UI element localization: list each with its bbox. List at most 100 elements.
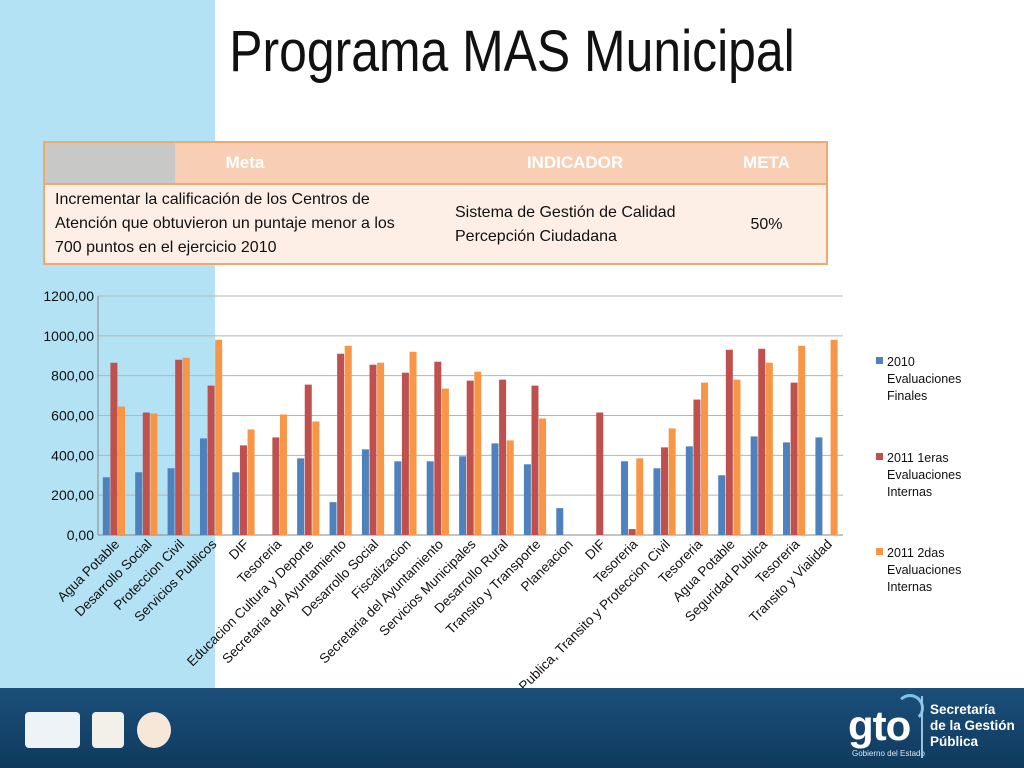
header-indicador: INDICADOR — [526, 153, 624, 172]
bar — [668, 428, 676, 535]
bar — [693, 399, 701, 535]
side-band — [0, 0, 215, 688]
indicador-line: Percepción Ciudadana — [455, 228, 617, 245]
bar — [725, 349, 733, 535]
x-tick-label: DIF — [226, 537, 252, 563]
y-tick-label: 400,00 — [51, 447, 94, 463]
bar — [556, 508, 564, 535]
legend-swatch — [876, 548, 883, 555]
bar — [434, 361, 442, 535]
bar — [474, 371, 482, 535]
bar — [312, 421, 320, 535]
bar — [329, 502, 337, 535]
bar — [377, 362, 385, 535]
bar-chart: 0,00 200,00 400,00 600,00 800,00 1000,00 1200,… — [43, 288, 961, 688]
bar — [506, 440, 514, 535]
bar — [636, 458, 644, 535]
y-tick-label: 1200,00 — [43, 288, 94, 304]
y-tick-label: 0,00 — [67, 527, 94, 543]
bar — [499, 379, 507, 535]
header-meta: Meta — [225, 153, 265, 172]
bar — [426, 461, 434, 535]
cell-meta-text: Incrementar la calificación de los Centr… — [55, 188, 425, 260]
legend-label: Finales — [887, 389, 927, 403]
bar — [765, 362, 773, 535]
secretaria-label: Secretaría de la Gestión Pública — [930, 702, 1015, 750]
bar — [150, 413, 158, 535]
legend-label: 2010 — [887, 355, 915, 369]
bar — [531, 385, 539, 535]
bar — [110, 362, 118, 535]
bar — [459, 456, 467, 535]
y-axis: 0,00 200,00 400,00 600,00 800,00 1000,00 1200,… — [43, 288, 99, 543]
legend-label: Evaluaciones — [887, 372, 961, 386]
header-meta-valor: META — [743, 153, 790, 172]
bar — [239, 445, 247, 535]
hotline-logo — [25, 712, 80, 748]
bar — [369, 364, 377, 535]
bar — [409, 351, 417, 535]
bar — [337, 353, 345, 535]
meta-table: Meta INDICADOR META Incrementar la calif… — [43, 141, 828, 265]
meta-line: 700 puntos en el ejercicio 2010 — [55, 239, 277, 256]
bar — [401, 372, 409, 535]
bar — [279, 414, 287, 535]
gto-subtitle: Gobierno del Estado — [852, 749, 925, 758]
legend-label: Internas — [887, 485, 932, 499]
bar — [102, 477, 110, 535]
gto-swirl-icon — [896, 694, 924, 722]
bar — [466, 380, 474, 535]
bar — [215, 339, 223, 535]
footer-divider — [921, 696, 923, 758]
bar — [653, 468, 661, 535]
legend-label: Internas — [887, 580, 932, 594]
bar — [441, 388, 449, 535]
bar — [621, 461, 629, 535]
page-title: Programa MAS Municipal — [229, 19, 795, 84]
legend-label: 2011 2das — [887, 546, 944, 560]
bar — [701, 382, 709, 535]
x-tick-label: Seguridad Publica, Transito y Proteccion… — [470, 537, 673, 688]
mas-logo — [92, 712, 124, 748]
bar — [628, 529, 636, 535]
bar — [718, 475, 726, 535]
bar — [175, 359, 183, 535]
bar — [297, 458, 305, 535]
y-tick-label: 1000,00 — [43, 328, 94, 344]
legend-swatch — [876, 357, 883, 364]
bar — [539, 418, 547, 535]
cell-indicador: Sistema de Gestión de Calidad Percepción… — [455, 201, 700, 249]
bar — [596, 412, 604, 535]
bar — [750, 436, 758, 535]
bar — [344, 345, 352, 535]
chart-bars — [102, 339, 838, 535]
y-tick-label: 800,00 — [51, 368, 94, 384]
cell-valor: 50% — [750, 216, 783, 233]
bar — [685, 446, 693, 535]
meta-line: Incrementar la calificación de los Centr… — [55, 191, 370, 208]
bar — [167, 468, 175, 535]
secretaria-line: de la Gestión — [930, 718, 1015, 733]
legend-label: 2011 1eras — [887, 451, 949, 465]
meta-line: Atención que obtuvieron un puntaje menor… — [55, 215, 395, 232]
legend-label: Evaluaciones — [887, 563, 961, 577]
header-shade — [45, 143, 175, 183]
bar — [304, 384, 312, 535]
bar — [790, 382, 798, 535]
bar — [232, 472, 240, 535]
bar — [361, 449, 369, 535]
bar — [815, 437, 823, 535]
bar — [182, 357, 190, 535]
indicador-line: Sistema de Gestión de Calidad — [455, 204, 676, 221]
bar — [661, 447, 669, 535]
bar — [135, 472, 143, 535]
bar — [491, 443, 499, 535]
bar — [199, 438, 207, 535]
bar — [247, 429, 255, 535]
bar — [758, 348, 766, 535]
apple-logo — [137, 712, 171, 748]
meta-table-header: Meta INDICADOR META — [45, 143, 826, 185]
bar — [523, 464, 531, 535]
bar — [783, 442, 791, 535]
